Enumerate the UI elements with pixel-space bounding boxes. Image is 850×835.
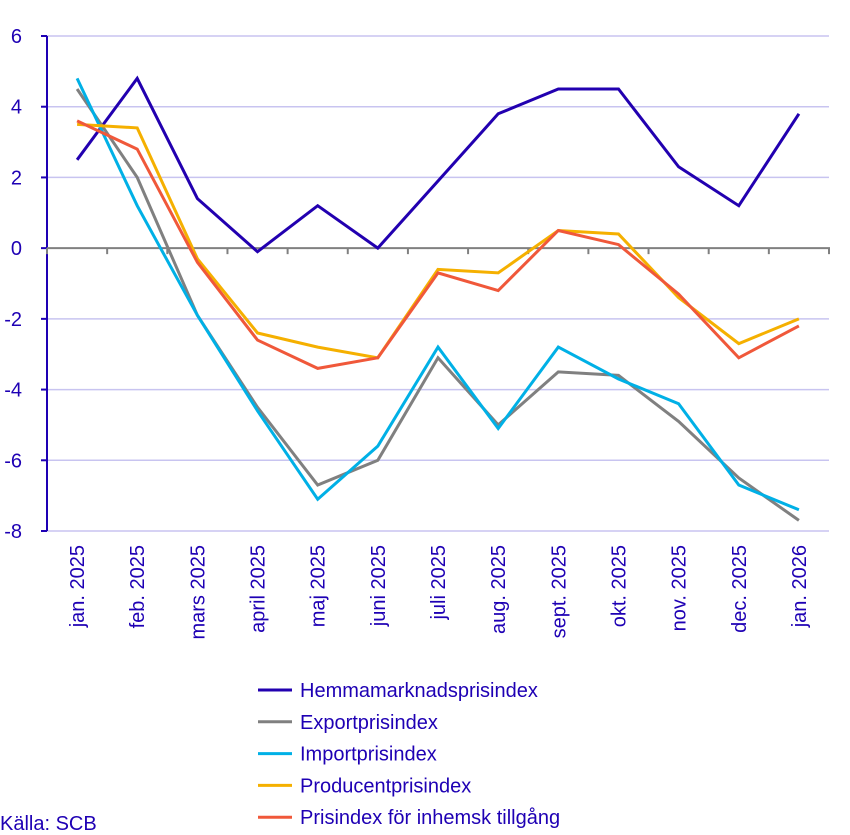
y-tick-label: -6 bbox=[4, 450, 22, 472]
series-lines bbox=[75, 75, 801, 522]
y-tick-label: -8 bbox=[4, 521, 22, 543]
x-axis: jan. 2025 feb. 2025 mars 2025 april 2025 maj… bbox=[46, 247, 830, 640]
x-tick-label: okt. 2025 bbox=[608, 545, 630, 627]
x-tick-label: maj 2025 bbox=[308, 545, 330, 627]
x-tick-label: jan. 2025 bbox=[67, 545, 89, 628]
x-tick-label: dec. 2025 bbox=[729, 545, 751, 633]
x-tick-label: april 2025 bbox=[248, 545, 270, 633]
x-tick-label: jan. 2026 bbox=[789, 545, 811, 628]
y-tick-label: 0 bbox=[11, 238, 22, 260]
x-tick-label: mars 2025 bbox=[187, 545, 209, 640]
x-tick-label: juni 2025 bbox=[368, 545, 390, 627]
x-tick-label: juli 2025 bbox=[428, 545, 450, 621]
legend-label: Hemmamarknadsprisindex bbox=[300, 680, 538, 702]
x-tick-label: aug. 2025 bbox=[488, 545, 510, 634]
y-tick-label: -4 bbox=[4, 380, 22, 402]
y-tick-label: 6 bbox=[11, 26, 22, 48]
y-axis: 6 4 2 0 -2 -4 -6 -8 bbox=[4, 26, 48, 543]
y-tick-label: -2 bbox=[4, 309, 22, 331]
legend-label: Producentprisindex bbox=[300, 775, 471, 797]
source-note: Källa: SCB bbox=[0, 813, 97, 835]
x-tick-label: nov. 2025 bbox=[669, 545, 691, 631]
series-line-0 bbox=[75, 75, 801, 254]
x-tick-label: sept. 2025 bbox=[548, 545, 570, 638]
gridlines bbox=[47, 35, 829, 532]
series-line-4 bbox=[76, 119, 800, 370]
series-line-3 bbox=[77, 122, 800, 360]
legend-label: Prisindex för inhemsk tillgång bbox=[300, 807, 560, 829]
legend-label: Exportprisindex bbox=[300, 712, 438, 734]
legend-label: Importprisindex bbox=[300, 744, 437, 766]
x-tick-label: feb. 2025 bbox=[127, 545, 149, 628]
series-line-2 bbox=[75, 77, 800, 512]
y-tick-label: 2 bbox=[11, 167, 22, 189]
legend: Hemmamarknadsprisindex Exportprisindex Imp… bbox=[258, 680, 560, 829]
y-tick-label: 4 bbox=[11, 97, 22, 119]
